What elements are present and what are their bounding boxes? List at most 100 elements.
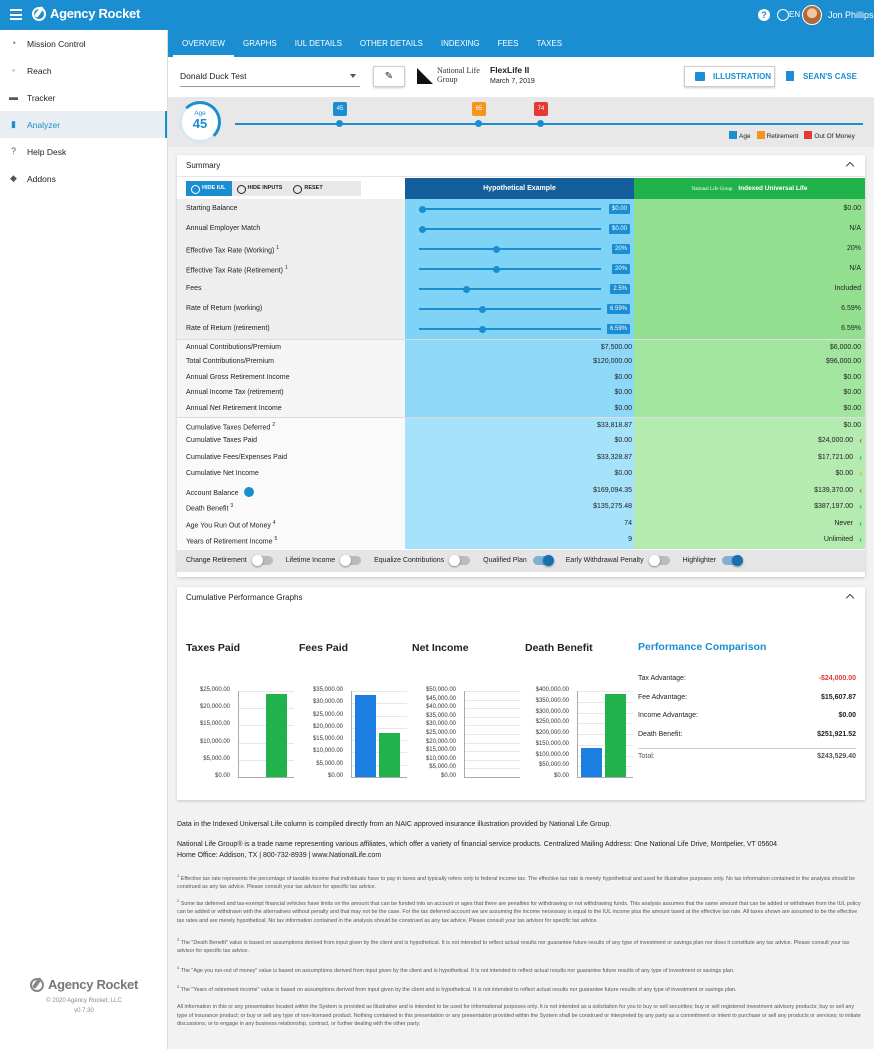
chevron-up-icon[interactable] bbox=[845, 593, 855, 603]
illustration-button[interactable]: ILLUSTRATION bbox=[684, 66, 775, 87]
retirement-marker[interactable]: 65 bbox=[472, 102, 486, 116]
age-marker[interactable]: 45 bbox=[333, 102, 347, 116]
input-value[interactable]: 20% bbox=[611, 244, 630, 254]
retirement-marker-dot[interactable] bbox=[475, 120, 482, 127]
input-slider[interactable] bbox=[419, 305, 601, 313]
toggle-switch[interactable] bbox=[340, 554, 362, 566]
switch-highlighter[interactable]: Highlighter bbox=[683, 554, 744, 566]
comparison-arrow-icon: ‹ bbox=[859, 518, 862, 528]
sidebar-item-reach[interactable]: ◦ Reach bbox=[0, 57, 167, 84]
iul-value: Never bbox=[834, 519, 853, 527]
toggle-switch[interactable] bbox=[449, 554, 471, 566]
slider-knob[interactable] bbox=[478, 305, 486, 313]
slider-knob[interactable] bbox=[492, 245, 500, 253]
product-date: March 7, 2019 bbox=[490, 78, 535, 85]
hypothetical-value: $135,275.48 bbox=[593, 503, 632, 511]
avatar[interactable] bbox=[802, 5, 822, 25]
summary-card: Summary HIDE IUL HIDE INPUTS RESET Hypothet… bbox=[177, 155, 865, 577]
slider-knob[interactable] bbox=[492, 265, 500, 273]
sidebar-item-analyzer[interactable]: ▮ Analyzer bbox=[0, 111, 167, 138]
input-slider[interactable] bbox=[419, 225, 601, 233]
out-of-money-marker-dot[interactable] bbox=[537, 120, 544, 127]
toggle-switch[interactable] bbox=[251, 554, 273, 566]
input-slider[interactable] bbox=[419, 245, 601, 253]
performance-comparison: Performance Comparison Tax Advantage: -$2… bbox=[638, 641, 856, 760]
language-selector[interactable]: EN bbox=[789, 10, 801, 19]
gridline bbox=[464, 768, 520, 770]
footnote-5: 5 The "Years of retirement income" value… bbox=[177, 984, 737, 993]
input-slider[interactable] bbox=[419, 325, 601, 333]
switch-early-withdrawal-penalty[interactable]: Early Withdrawal Penalty bbox=[566, 554, 670, 566]
brand-logo[interactable]: Agency Rocket bbox=[32, 6, 140, 21]
y-tick-label: $5,000.00 bbox=[316, 760, 343, 767]
comparison-arrow-icon: ‹ bbox=[859, 436, 862, 446]
hide-iul-button[interactable]: HIDE IUL bbox=[186, 181, 232, 196]
tab-overview[interactable]: OVERVIEW bbox=[173, 30, 234, 57]
input-value[interactable]: $0.00 bbox=[608, 204, 630, 214]
tab-other-details[interactable]: OTHER DETAILS bbox=[359, 39, 423, 48]
input-value[interactable]: 6.59% bbox=[606, 304, 630, 314]
performance-total-label: Total: bbox=[638, 753, 655, 760]
chevron-up-icon[interactable] bbox=[845, 161, 855, 171]
y-tick-label: $50,000.00 bbox=[538, 762, 569, 769]
hypothetical-value: $33,818.87 bbox=[596, 421, 632, 429]
slider-knob[interactable] bbox=[462, 285, 470, 293]
toggle-switch[interactable] bbox=[648, 554, 670, 566]
summary-header[interactable]: Summary bbox=[177, 155, 865, 177]
input-value[interactable]: 2.5% bbox=[610, 284, 630, 294]
switch-change-retirement[interactable]: Change Retirement bbox=[186, 554, 273, 566]
y-tick-label: $15,000.00 bbox=[425, 747, 456, 754]
slider-knob[interactable] bbox=[419, 205, 426, 213]
chart-title: Net Income bbox=[412, 642, 469, 654]
toggle-switch[interactable] bbox=[722, 554, 744, 566]
reset-button[interactable]: RESET bbox=[288, 181, 328, 196]
sidebar-item-mission-control[interactable]: ◔ Mission Control bbox=[0, 30, 167, 57]
input-value[interactable]: 20% bbox=[611, 264, 630, 274]
help-icon: ? bbox=[10, 146, 16, 156]
help-icon[interactable]: ? bbox=[758, 9, 770, 21]
globe-icon[interactable] bbox=[777, 9, 789, 21]
out-of-money-marker[interactable]: 74 bbox=[534, 102, 548, 116]
sidebar-list: ◔ Mission Control ◦ Reach ▬ Tracker ▮ Analyzer?… bbox=[0, 30, 167, 192]
sidebar-item-help-desk[interactable]: ? Help Desk bbox=[0, 138, 167, 165]
input-value[interactable]: $0.00 bbox=[608, 224, 630, 234]
user-name[interactable]: Jon Phillips bbox=[828, 10, 874, 20]
graphs-header[interactable]: Cumulative Performance Graphs bbox=[177, 587, 865, 609]
tab-indexing[interactable]: INDEXING bbox=[440, 39, 480, 48]
switch-equalize-contributions[interactable]: Equalize Contributions bbox=[374, 554, 471, 566]
sidebar-item-addons[interactable]: ◆ Addons bbox=[0, 165, 167, 192]
tab-graphs[interactable]: GRAPHS bbox=[242, 39, 277, 48]
switch-qualified-plan[interactable]: Qualified Plan bbox=[483, 554, 554, 566]
menu-icon[interactable] bbox=[10, 9, 22, 20]
input-slider[interactable] bbox=[419, 265, 601, 273]
slider-knob[interactable] bbox=[478, 325, 486, 333]
gridline bbox=[464, 708, 520, 710]
tab-taxes[interactable]: TAXES bbox=[536, 39, 563, 48]
hypothetical-header: Hypothetical Example bbox=[405, 178, 634, 199]
gridline bbox=[351, 727, 407, 729]
case-button[interactable]: SEAN'S CASE bbox=[784, 66, 864, 87]
sidebar-item-tracker[interactable]: ▬ Tracker bbox=[0, 84, 167, 111]
tab-iul-details[interactable]: IUL DETAILS bbox=[294, 39, 342, 48]
client-select[interactable]: Donald Duck Test bbox=[180, 65, 360, 87]
input-value[interactable]: 6.59% bbox=[606, 324, 630, 334]
age-marker-dot[interactable] bbox=[336, 120, 343, 127]
hypothetical-value: $0.00 bbox=[614, 389, 632, 397]
output-label: Annual Income Tax (retirement) bbox=[186, 389, 284, 397]
sidebar: ◔ Mission Control ◦ Reach ▬ Tracker ▮ Analyzer?… bbox=[0, 30, 168, 1049]
input-slider[interactable] bbox=[419, 205, 601, 213]
toggle-switch[interactable] bbox=[532, 554, 554, 566]
tab-fees[interactable]: FEES bbox=[497, 39, 519, 48]
hide-inputs-button[interactable]: HIDE INPUTS bbox=[232, 181, 289, 196]
edit-button[interactable]: ✎ bbox=[373, 66, 405, 87]
history-icon[interactable] bbox=[243, 486, 254, 497]
performance-title: Performance Comparison bbox=[638, 641, 767, 653]
input-slider[interactable] bbox=[419, 285, 601, 293]
top-bar: Agency Rocket ? EN Jon Phillips bbox=[0, 0, 874, 30]
hypothetical-value: $0.00 bbox=[614, 373, 632, 381]
performance-row: Income Advantage: $0.00 bbox=[638, 712, 856, 722]
performance-label: Death Benefit: bbox=[638, 730, 683, 738]
switch-lifetime-income[interactable]: Lifetime Income bbox=[286, 554, 362, 566]
input-label: Starting Balance bbox=[186, 205, 238, 212]
slider-knob[interactable] bbox=[419, 225, 426, 233]
